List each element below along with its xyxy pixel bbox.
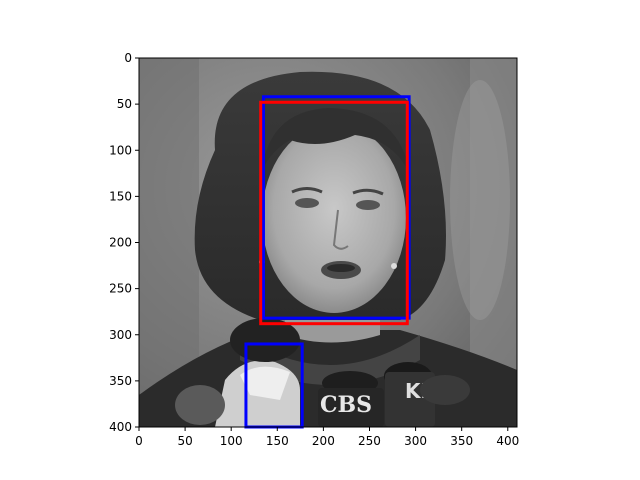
- y-tick-label: 100: [109, 143, 132, 157]
- red-box-face: [259, 100, 409, 326]
- x-tick-label: 400: [496, 434, 519, 448]
- y-axis: 0 50 100 150 200 250 300 350 400: [109, 51, 139, 434]
- x-tick-label: 0: [135, 434, 143, 448]
- y-tick-label: 200: [109, 236, 132, 250]
- x-tick-label: 150: [266, 434, 289, 448]
- x-tick-label: 200: [312, 434, 335, 448]
- blue-box-face: [261, 95, 411, 320]
- x-axis: 0 50 100 150 200 250 300 350 400: [135, 427, 519, 448]
- y-tick-label: 50: [117, 97, 132, 111]
- y-tick-label: 150: [109, 189, 132, 203]
- y-tick-label: 300: [109, 328, 132, 342]
- bounding-boxes: [244, 95, 411, 429]
- x-tick-label: 50: [177, 434, 192, 448]
- y-tick-label: 350: [109, 374, 132, 388]
- photo-image: CBS KF: [139, 58, 517, 427]
- x-tick-label: 300: [404, 434, 427, 448]
- x-tick-label: 250: [358, 434, 381, 448]
- x-tick-label: 350: [450, 434, 473, 448]
- mic-label-cbs: CBS: [320, 392, 372, 418]
- y-tick-label: 0: [124, 51, 132, 65]
- y-tick-label: 250: [109, 282, 132, 296]
- x-tick-label: 100: [220, 434, 243, 448]
- y-tick-label: 400: [109, 420, 132, 434]
